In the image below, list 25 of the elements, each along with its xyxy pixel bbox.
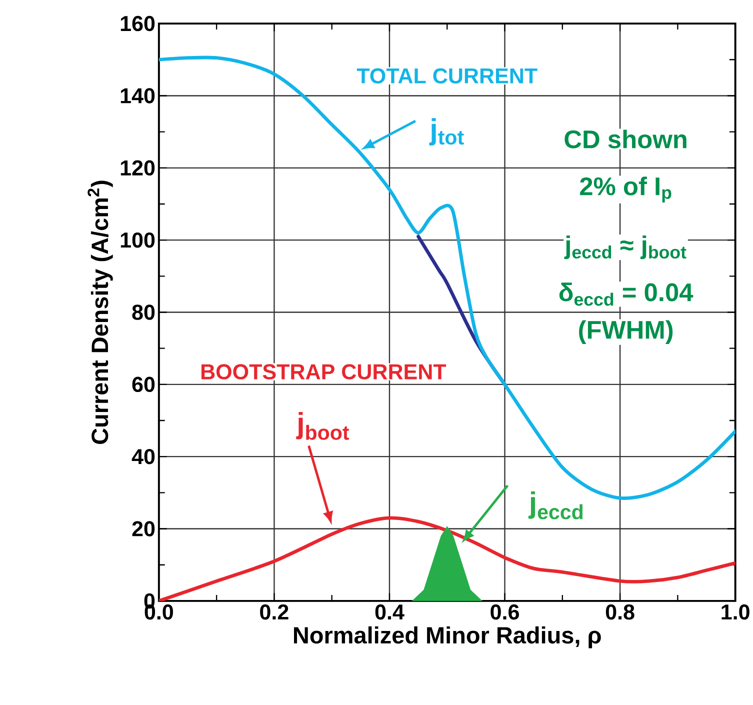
annotation: BOOTSTRAP CURRENT <box>201 364 446 380</box>
x-tick-label: 0.8 <box>606 604 634 620</box>
annotation: TOTAL CURRENT <box>356 68 538 84</box>
y-tick-label: 120 <box>120 160 155 176</box>
y-tick-label: 160 <box>120 16 155 32</box>
x-tick-label: 0.2 <box>260 604 288 620</box>
y-tick-label: 40 <box>132 448 155 464</box>
annotation: j$_{eccd}$ ≈ j$_{boot}$ <box>564 235 686 260</box>
annotation: j$_{boot}$ <box>296 412 350 440</box>
annotation: (FWHM) <box>579 320 673 344</box>
x-tick-label: 1.0 <box>722 604 750 620</box>
y-tick-label: 140 <box>120 88 155 104</box>
x-axis-title: Normalized Minor Radius, ρ <box>294 626 601 648</box>
annotation: j$_{eccd}$ <box>528 491 583 520</box>
annotation: CD shown <box>564 130 686 148</box>
annotation: j$_{tot}$ <box>429 118 464 146</box>
x-tick-label: 0.4 <box>375 604 404 620</box>
y-tick-label: 60 <box>132 376 155 392</box>
x-tick-label: 0.6 <box>490 604 519 620</box>
y-axis-title: Current Density (A/cm$^{2}$) <box>88 180 113 444</box>
y-tick-label: 80 <box>132 304 155 320</box>
y-tick-label: 20 <box>132 521 155 536</box>
annotation: δ$_{eccd}$ = 0.04 <box>559 282 694 306</box>
y-tick-label: 100 <box>120 232 155 248</box>
annotation: 2% of I$_{p}$ <box>580 176 672 202</box>
